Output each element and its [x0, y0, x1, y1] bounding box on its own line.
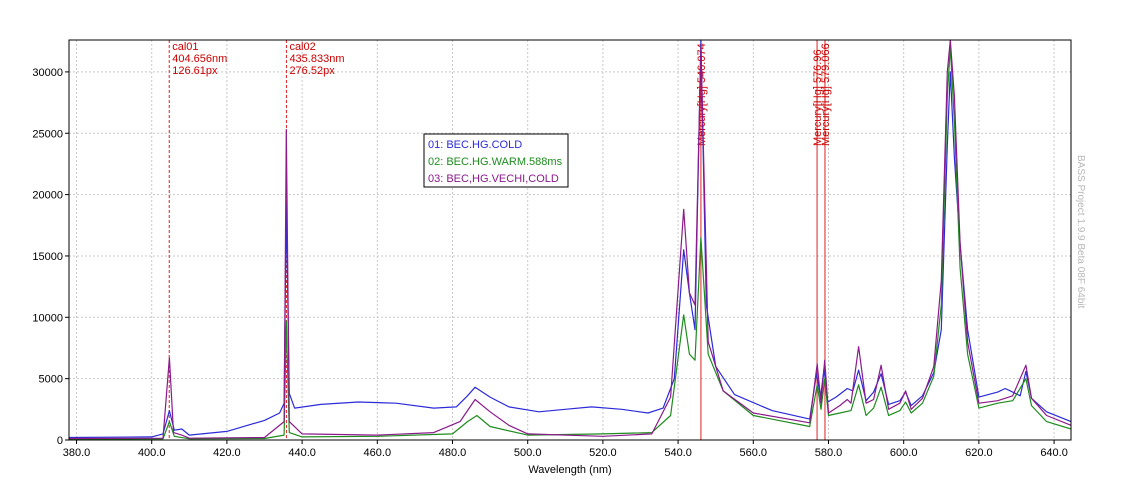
x-tick-label: 460.0	[364, 447, 392, 459]
legend-entry: 01: BEC.HG.COLD	[428, 139, 522, 151]
y-axis-ticks: 0 5000 10000 15000 20000 25000 30000	[32, 67, 69, 447]
legend-entry: 02: BEC.HG.WARM.588ms	[428, 156, 563, 168]
marker-label: 435.833nm	[289, 53, 344, 65]
x-tick-label: 400.0	[138, 447, 166, 459]
spectrum-series	[68, 39, 1072, 440]
x-tick-label: 480.0	[439, 447, 467, 459]
y-tick-label: 30000	[32, 67, 63, 79]
x-tick-label: 640.0	[1040, 447, 1068, 459]
x-tick-label: 600.0	[890, 447, 918, 459]
y-tick-label: 0	[57, 435, 63, 447]
x-tick-label: 420.0	[213, 447, 241, 459]
series-line	[68, 46, 1072, 440]
marker-label: cal02	[289, 41, 315, 53]
legend: 01: BEC.HG.COLD 02: BEC.HG.WARM.588ms 03: …	[423, 133, 569, 188]
x-axis-ticks: 380.0 400.0 420.0 440.0 460.0 480.0 500.0 520.0…	[63, 440, 1068, 459]
series-line	[68, 39, 1072, 439]
marker-vertical-label: Mercury[Hg] 579.066	[820, 43, 832, 146]
y-tick-label: 25000	[32, 128, 63, 140]
x-tick-label: 440.0	[288, 447, 316, 459]
legend-entry: 03: BEC,HG.VECHI,COLD	[428, 173, 559, 185]
marker-label: 276.52px	[289, 65, 335, 77]
series-line	[68, 39, 1072, 440]
marker-label: cal01	[172, 41, 198, 53]
y-tick-label: 5000	[39, 374, 63, 386]
x-tick-label: 500.0	[514, 447, 542, 459]
x-tick-label: 620.0	[965, 447, 993, 459]
x-tick-label: 560.0	[740, 447, 768, 459]
grid-lines	[69, 40, 1071, 441]
watermark-text: BASS Project 1.9.9 Beta 08F 64bit	[1075, 155, 1086, 309]
y-tick-label: 10000	[32, 312, 63, 324]
x-axis-label: Wavelength (nm)	[528, 464, 611, 476]
x-tick-label: 540.0	[664, 447, 692, 459]
marker-vertical-label: Mercury[Hg] 576.96	[812, 49, 824, 146]
x-tick-label: 580.0	[815, 447, 843, 459]
x-tick-label: 380.0	[63, 447, 91, 459]
y-tick-label: 20000	[32, 190, 63, 202]
marker-label: 126.61px	[172, 65, 218, 77]
y-tick-label: 15000	[32, 251, 63, 263]
x-tick-label: 520.0	[589, 447, 617, 459]
plot-frame	[68, 39, 1072, 441]
marker-label: 404.656nm	[172, 53, 227, 65]
legend-box	[423, 133, 569, 188]
